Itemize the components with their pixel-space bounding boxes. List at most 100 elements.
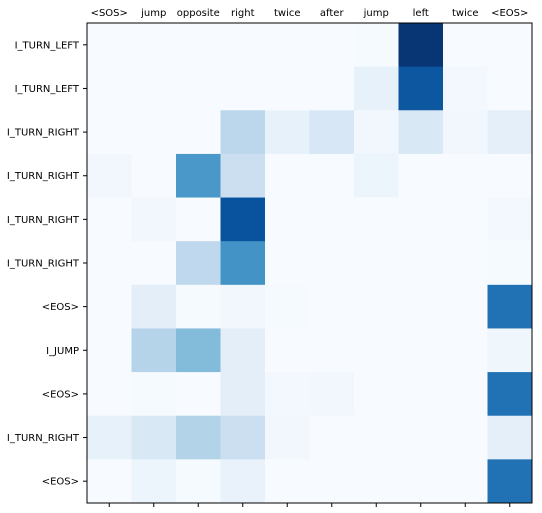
heatmap-cell bbox=[220, 153, 266, 198]
heatmap-cell bbox=[87, 241, 132, 286]
heatmap-cell bbox=[87, 459, 132, 504]
heatmap-cell bbox=[443, 459, 488, 504]
heatmap-cell bbox=[265, 459, 310, 504]
heatmap-cell bbox=[87, 415, 132, 460]
heatmap-cell bbox=[487, 110, 533, 155]
heatmap-cell bbox=[354, 328, 399, 373]
heatmap-cell bbox=[131, 197, 177, 242]
heatmap-cell bbox=[309, 328, 355, 373]
y-tick-label: I_TURN_LEFT bbox=[15, 84, 80, 95]
heatmap-cell bbox=[309, 241, 355, 286]
heatmap-cell bbox=[309, 110, 355, 155]
heatmap-cell bbox=[398, 459, 444, 504]
heatmap-cell bbox=[176, 284, 221, 329]
y-tick-label: I_TURN_RIGHT bbox=[7, 128, 80, 139]
heatmap-cell bbox=[443, 197, 488, 242]
heatmap-cell bbox=[398, 241, 444, 286]
heatmap-cell bbox=[265, 415, 310, 460]
heatmap-cell bbox=[131, 459, 177, 504]
heatmap-cell bbox=[398, 197, 444, 242]
heatmap-cell bbox=[398, 328, 444, 373]
heatmap-cells bbox=[87, 23, 533, 504]
heatmap-cell bbox=[220, 241, 266, 286]
heatmap-cell bbox=[220, 66, 266, 111]
heatmap-cell bbox=[265, 110, 310, 155]
heatmap-cell bbox=[487, 372, 533, 417]
x-tick-label: left bbox=[413, 8, 429, 19]
heatmap-cell bbox=[176, 372, 221, 417]
x-tick-label: opposite bbox=[177, 8, 220, 19]
heatmap-cell bbox=[220, 23, 266, 68]
heatmap-cell bbox=[487, 284, 533, 329]
y-axis-ticks: I_TURN_LEFT I_TURN_LEFT I_TURN_RIGHT I_TURN… bbox=[7, 40, 87, 488]
heatmap-cell bbox=[87, 110, 132, 155]
heatmap-cell bbox=[443, 66, 488, 111]
heatmap-cell bbox=[176, 23, 221, 68]
heatmap-cell bbox=[265, 153, 310, 198]
heatmap-cell bbox=[309, 197, 355, 242]
heatmap-cell bbox=[87, 284, 132, 329]
heatmap-cell bbox=[398, 23, 444, 68]
x-tick-label: jump bbox=[140, 8, 166, 19]
heatmap-cell bbox=[398, 284, 444, 329]
heatmap-cell bbox=[354, 110, 399, 155]
heatmap-cell bbox=[220, 110, 266, 155]
heatmap-cell bbox=[131, 66, 177, 111]
heatmap-cell bbox=[443, 284, 488, 329]
heatmap-cell bbox=[354, 241, 399, 286]
y-tick-label: <EOS> bbox=[42, 477, 79, 488]
heatmap-cell bbox=[443, 241, 488, 286]
heatmap-cell bbox=[354, 153, 399, 198]
heatmap-cell bbox=[265, 197, 310, 242]
heatmap-cell bbox=[309, 459, 355, 504]
y-tick-label: I_TURN_RIGHT bbox=[7, 215, 80, 226]
heatmap-cell bbox=[443, 153, 488, 198]
heatmap-cell bbox=[87, 372, 132, 417]
heatmap-cell bbox=[131, 153, 177, 198]
heatmap-cell bbox=[443, 372, 488, 417]
heatmap-cell bbox=[487, 415, 533, 460]
heatmap-cell bbox=[176, 197, 221, 242]
heatmap-cell bbox=[176, 459, 221, 504]
x-tick-label: <EOS> bbox=[491, 8, 528, 19]
heatmap-cell bbox=[131, 241, 177, 286]
y-tick-label: I_TURN_LEFT bbox=[15, 40, 80, 51]
heatmap-cell bbox=[176, 328, 221, 373]
heatmap-cell bbox=[220, 284, 266, 329]
heatmap-cell bbox=[220, 372, 266, 417]
heatmap-cell bbox=[87, 66, 132, 111]
heatmap-cell bbox=[131, 23, 177, 68]
heatmap-cell bbox=[220, 415, 266, 460]
heatmap-cell bbox=[220, 328, 266, 373]
heatmap-cell bbox=[487, 328, 533, 373]
heatmap-cell bbox=[87, 328, 132, 373]
heatmap-cell bbox=[309, 153, 355, 198]
heatmap-cell bbox=[131, 415, 177, 460]
heatmap-cell bbox=[176, 153, 221, 198]
heatmap-cell bbox=[87, 197, 132, 242]
x-tick-label: after bbox=[320, 8, 345, 19]
heatmap-cell bbox=[398, 66, 444, 111]
heatmap-cell bbox=[487, 23, 533, 68]
heatmap-cell bbox=[309, 66, 355, 111]
heatmap-cell bbox=[443, 23, 488, 68]
heatmap-cell bbox=[398, 153, 444, 198]
y-tick-label: I_JUMP bbox=[46, 346, 79, 357]
heatmap-cell bbox=[309, 372, 355, 417]
heatmap-cell bbox=[443, 110, 488, 155]
heatmap-cell bbox=[176, 241, 221, 286]
heatmap-cell bbox=[354, 372, 399, 417]
heatmap-cell bbox=[265, 284, 310, 329]
heatmap-cell bbox=[443, 328, 488, 373]
heatmap-cell bbox=[265, 241, 310, 286]
y-tick-label: <EOS> bbox=[42, 302, 79, 313]
heatmap-cell bbox=[87, 153, 132, 198]
heatmap-cell bbox=[398, 415, 444, 460]
x-tick-label: jump bbox=[363, 8, 389, 19]
heatmap-cell bbox=[309, 415, 355, 460]
heatmap-cell bbox=[220, 459, 266, 504]
heatmap-cell bbox=[354, 23, 399, 68]
heatmap-cell bbox=[131, 328, 177, 373]
